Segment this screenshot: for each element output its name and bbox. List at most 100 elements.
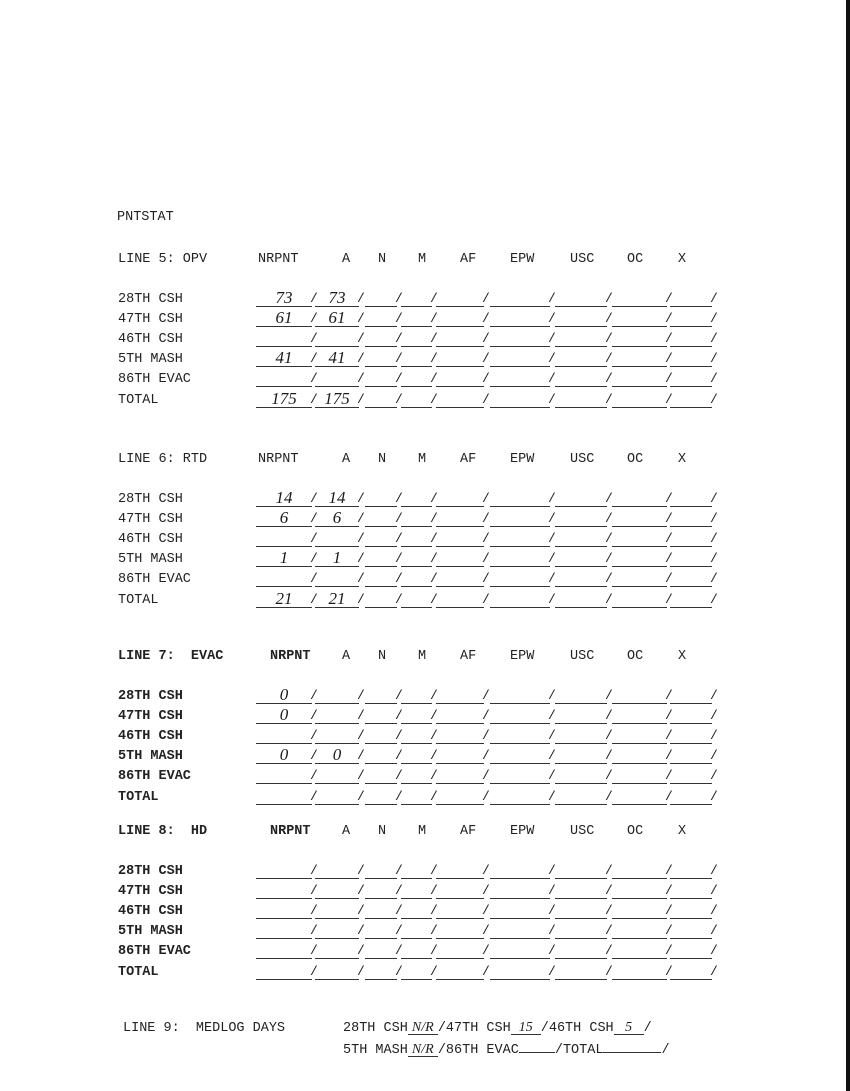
entry-field[interactable] xyxy=(365,512,397,527)
entry-field[interactable]: 1 xyxy=(315,549,359,567)
entry-field[interactable] xyxy=(555,393,607,408)
entry-field[interactable] xyxy=(401,552,432,567)
entry-field[interactable] xyxy=(490,709,550,724)
entry-field[interactable] xyxy=(670,689,712,704)
entry-field[interactable] xyxy=(555,292,607,307)
entry-field[interactable] xyxy=(436,709,484,724)
entry-field[interactable] xyxy=(555,965,607,980)
entry-field[interactable] xyxy=(490,593,550,608)
entry-field[interactable] xyxy=(612,790,667,805)
entry-field[interactable] xyxy=(436,790,484,805)
entry-field[interactable] xyxy=(401,790,432,805)
line9-total-value[interactable] xyxy=(603,1052,662,1053)
entry-field[interactable] xyxy=(490,965,550,980)
entry-field[interactable] xyxy=(670,790,712,805)
entry-field[interactable] xyxy=(490,512,550,527)
entry-field[interactable] xyxy=(670,532,712,547)
entry-field[interactable] xyxy=(401,924,432,939)
entry-field[interactable] xyxy=(490,332,550,347)
entry-field[interactable] xyxy=(670,492,712,507)
entry-field[interactable] xyxy=(401,965,432,980)
line9-46th-value[interactable]: 5 xyxy=(613,1021,644,1035)
entry-field[interactable] xyxy=(555,352,607,367)
entry-field[interactable] xyxy=(670,884,712,899)
entry-field[interactable] xyxy=(612,729,667,744)
entry-field[interactable] xyxy=(365,709,397,724)
entry-field[interactable]: 21 xyxy=(315,590,359,608)
entry-field[interactable] xyxy=(436,372,484,387)
entry-field[interactable] xyxy=(436,593,484,608)
entry-field[interactable] xyxy=(490,352,550,367)
entry-field[interactable] xyxy=(315,572,359,587)
entry-field[interactable] xyxy=(670,332,712,347)
entry-field[interactable] xyxy=(315,689,359,704)
entry-field[interactable] xyxy=(612,709,667,724)
entry-field[interactable] xyxy=(670,572,712,587)
entry-field[interactable] xyxy=(256,790,312,805)
entry-field[interactable] xyxy=(612,372,667,387)
entry-field[interactable] xyxy=(612,312,667,327)
entry-field[interactable] xyxy=(555,372,607,387)
entry-field[interactable] xyxy=(256,372,312,387)
entry-field[interactable] xyxy=(436,924,484,939)
entry-field[interactable]: 175 xyxy=(315,390,359,408)
entry-field[interactable] xyxy=(401,292,432,307)
entry-field[interactable]: 14 xyxy=(315,489,359,507)
entry-field[interactable]: 73 xyxy=(315,289,359,307)
entry-field[interactable] xyxy=(401,393,432,408)
entry-field[interactable] xyxy=(670,769,712,784)
entry-field[interactable] xyxy=(401,572,432,587)
entry-field[interactable] xyxy=(555,332,607,347)
entry-field[interactable] xyxy=(315,904,359,919)
entry-field[interactable] xyxy=(670,552,712,567)
entry-field[interactable] xyxy=(436,393,484,408)
entry-field[interactable] xyxy=(315,332,359,347)
entry-field[interactable] xyxy=(436,904,484,919)
entry-field[interactable] xyxy=(256,332,312,347)
entry-field[interactable] xyxy=(490,944,550,959)
entry-field[interactable] xyxy=(315,372,359,387)
entry-field[interactable] xyxy=(365,965,397,980)
entry-field[interactable] xyxy=(365,292,397,307)
entry-field[interactable] xyxy=(555,924,607,939)
entry-field[interactable] xyxy=(315,864,359,879)
entry-field[interactable]: 1 xyxy=(256,549,312,567)
entry-field[interactable] xyxy=(555,552,607,567)
entry-field[interactable] xyxy=(612,769,667,784)
entry-field[interactable] xyxy=(555,749,607,764)
entry-field[interactable] xyxy=(315,769,359,784)
entry-field[interactable] xyxy=(315,965,359,980)
entry-field[interactable] xyxy=(401,769,432,784)
entry-field[interactable] xyxy=(401,512,432,527)
entry-field[interactable] xyxy=(670,593,712,608)
entry-field[interactable] xyxy=(555,884,607,899)
entry-field[interactable] xyxy=(401,312,432,327)
entry-field[interactable] xyxy=(256,904,312,919)
entry-field[interactable] xyxy=(490,790,550,805)
entry-field[interactable] xyxy=(315,709,359,724)
entry-field[interactable]: 14 xyxy=(256,489,312,507)
entry-field[interactable] xyxy=(490,769,550,784)
entry-field[interactable] xyxy=(612,512,667,527)
entry-field[interactable] xyxy=(612,904,667,919)
entry-field[interactable] xyxy=(670,393,712,408)
entry-field[interactable] xyxy=(365,884,397,899)
entry-field[interactable] xyxy=(436,532,484,547)
entry-field[interactable] xyxy=(401,709,432,724)
line9-28th-value[interactable]: N/R xyxy=(407,1021,438,1035)
entry-field[interactable] xyxy=(315,729,359,744)
entry-field[interactable] xyxy=(436,769,484,784)
entry-field[interactable] xyxy=(612,292,667,307)
entry-field[interactable] xyxy=(436,884,484,899)
entry-field[interactable] xyxy=(436,312,484,327)
entry-field[interactable] xyxy=(256,864,312,879)
entry-field[interactable] xyxy=(490,312,550,327)
entry-field[interactable] xyxy=(365,729,397,744)
entry-field[interactable] xyxy=(490,689,550,704)
entry-field[interactable] xyxy=(365,904,397,919)
entry-field[interactable] xyxy=(256,769,312,784)
entry-field[interactable] xyxy=(401,352,432,367)
entry-field[interactable] xyxy=(490,572,550,587)
entry-field[interactable] xyxy=(315,532,359,547)
entry-field[interactable] xyxy=(612,352,667,367)
